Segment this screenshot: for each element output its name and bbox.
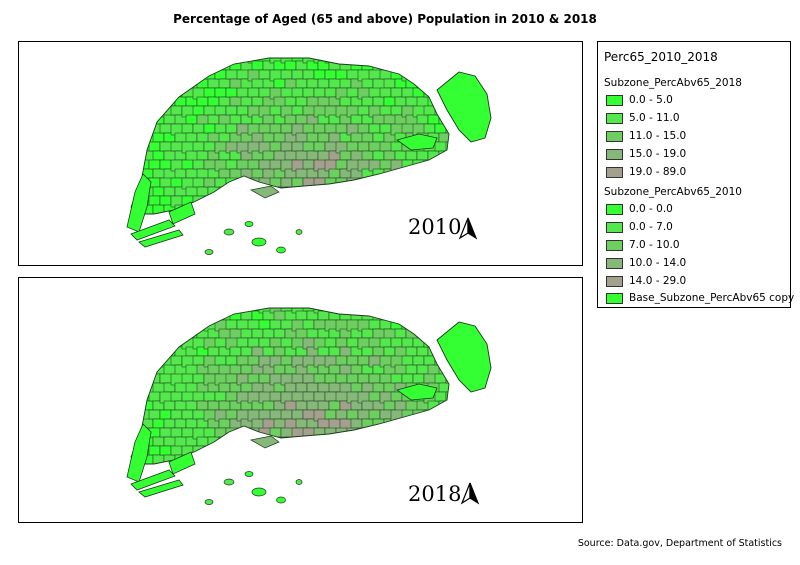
year-label-2010: 2010 xyxy=(408,215,462,239)
legend-swatch xyxy=(606,166,623,178)
legend-item: 19.0 - 89.0 xyxy=(606,166,686,179)
legend-item-label: 0.0 - 5.0 xyxy=(629,94,673,106)
map-panel-2018: 2018 xyxy=(18,277,583,523)
legend-item-label: 14.0 - 29.0 xyxy=(629,275,687,287)
legend-item: 0.0 - 0.0 xyxy=(606,203,673,216)
north-arrow-icon xyxy=(458,217,478,240)
year-label-2018: 2018 xyxy=(408,482,462,506)
legend-item-label: 11.0 - 15.0 xyxy=(629,130,687,142)
singapore-map-2018 xyxy=(126,307,492,505)
legend-item-label: 15.0 - 19.0 xyxy=(629,148,687,160)
legend-item: 15.0 - 19.0 xyxy=(606,148,686,161)
legend-item-label: 7.0 - 10.0 xyxy=(629,239,680,251)
map-legend: Perc65_2010_2018 Subzone_PercAbv65_2018 … xyxy=(597,41,794,308)
legend-swatch xyxy=(606,239,623,251)
legend-item-label: 5.0 - 11.0 xyxy=(629,112,680,124)
legend-item: 10.0 - 14.0 xyxy=(606,257,686,270)
legend-item-label: 10.0 - 14.0 xyxy=(629,257,687,269)
singapore-mainland-2018 xyxy=(126,307,492,505)
subzone-cells xyxy=(131,58,449,214)
legend-item: 0.0 - 5.0 xyxy=(606,94,673,107)
legend-item: 7.0 - 10.0 xyxy=(606,239,680,252)
legend-swatch xyxy=(606,112,623,124)
legend-item-label: 19.0 - 89.0 xyxy=(629,166,687,178)
legend-item-label: Base_Subzone_PercAbv65 copy xyxy=(629,292,795,304)
source-note: Source: Data.gov, Department of Statisti… xyxy=(577,538,782,549)
legend-swatch xyxy=(606,275,623,287)
legend-swatch xyxy=(606,130,623,142)
legend-swatch xyxy=(606,203,623,215)
north-arrow-icon xyxy=(460,482,480,505)
legend-item-label: 0.0 - 7.0 xyxy=(629,221,673,233)
legend-group-2010: Subzone_PercAbv65_2010 xyxy=(604,186,742,198)
map-panel-2010: 2010 xyxy=(18,41,583,266)
legend-group-2018: Subzone_PercAbv65_2018 xyxy=(604,77,742,89)
legend-item: Base_Subzone_PercAbv65 copy xyxy=(606,292,794,305)
singapore-map-2010 xyxy=(126,57,492,255)
map-title: Percentage of Aged (65 and above) Popula… xyxy=(173,12,597,26)
legend-item: 0.0 - 7.0 xyxy=(606,221,673,234)
legend-item: 5.0 - 11.0 xyxy=(606,112,680,125)
legend-swatch xyxy=(606,292,623,304)
legend-item: 14.0 - 29.0 xyxy=(606,275,686,288)
legend-swatch xyxy=(606,221,623,233)
legend-title: Perc65_2010_2018 xyxy=(604,50,718,64)
subzone-cells xyxy=(131,308,449,464)
legend-swatch xyxy=(606,94,623,106)
legend-item-label: 0.0 - 0.0 xyxy=(629,203,673,215)
legend-swatch xyxy=(606,148,623,160)
legend-swatch xyxy=(606,257,623,269)
legend-item: 11.0 - 15.0 xyxy=(606,130,686,143)
